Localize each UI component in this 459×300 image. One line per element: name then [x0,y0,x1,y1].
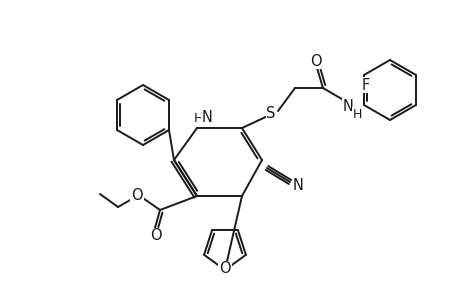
Text: O: O [218,262,230,277]
Text: H: H [194,112,203,124]
Text: H: H [352,107,361,121]
Text: F: F [361,77,369,92]
Text: S: S [266,106,275,122]
Text: O: O [150,229,162,244]
Text: N: N [342,98,353,113]
Text: N: N [292,178,303,194]
Text: O: O [131,188,142,202]
Text: N: N [201,110,212,125]
Text: O: O [309,53,321,68]
